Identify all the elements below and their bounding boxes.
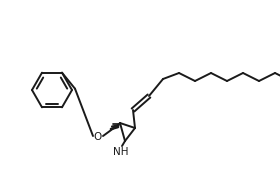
Text: NH: NH [113,147,129,157]
Text: O: O [94,132,102,142]
